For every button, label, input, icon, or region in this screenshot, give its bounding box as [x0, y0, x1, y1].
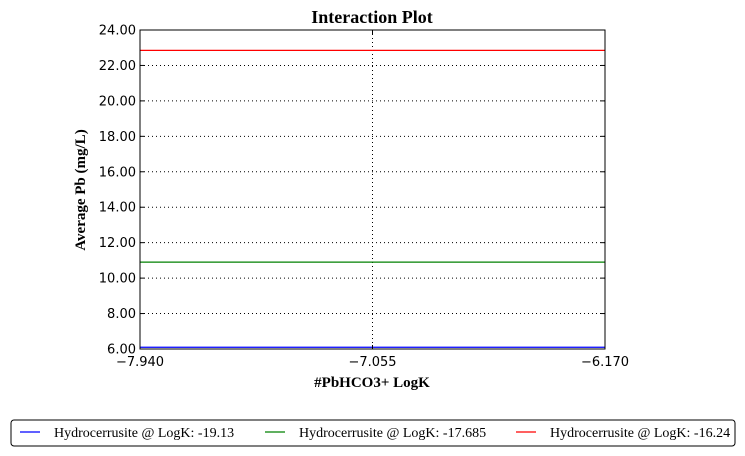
x-tick-label: −7.940: [116, 355, 164, 370]
plot-area-frame: [139, 29, 606, 350]
legend-label-3: Hydrocerrusite @ LogK: -16.24: [550, 426, 730, 441]
y-tick-label: 20.00: [99, 94, 136, 109]
legend-label-2: Hydrocerrusite @ LogK: -17.685: [299, 426, 486, 441]
chart-title: Interaction Plot: [311, 7, 432, 27]
y-tick-label: 6.00: [107, 343, 136, 358]
legend-box: [10, 419, 736, 447]
y-tick-label: 18.00: [99, 130, 136, 145]
x-tick-label: −7.055: [348, 355, 396, 370]
y-tick-label: 16.00: [99, 165, 136, 180]
y-axis-label: Average Pb (mg/L): [73, 129, 89, 250]
x-tick-label: −6.170: [581, 355, 629, 370]
y-tick-label: 10.00: [99, 272, 136, 287]
legend: Hydrocerrusite @ LogK: -19.13 Hydrocerrus…: [10, 419, 736, 447]
grid-lines: [140, 30, 605, 349]
y-tick-label: 14.00: [99, 201, 136, 216]
y-tick-label: 8.00: [107, 307, 136, 322]
x-axis-label: #PbHCO3+ LogK: [314, 375, 430, 391]
legend-label-1: Hydrocerrusite @ LogK: -19.13: [54, 426, 234, 441]
y-tick-label: 24.00: [99, 24, 136, 39]
y-tick-label: 22.00: [99, 59, 136, 74]
y-tick-label: 12.00: [99, 236, 136, 251]
axis-ticks: 6.00 8.00 10.00 12.00 14.00 16.00 18.00 20.00 22…: [99, 24, 629, 371]
